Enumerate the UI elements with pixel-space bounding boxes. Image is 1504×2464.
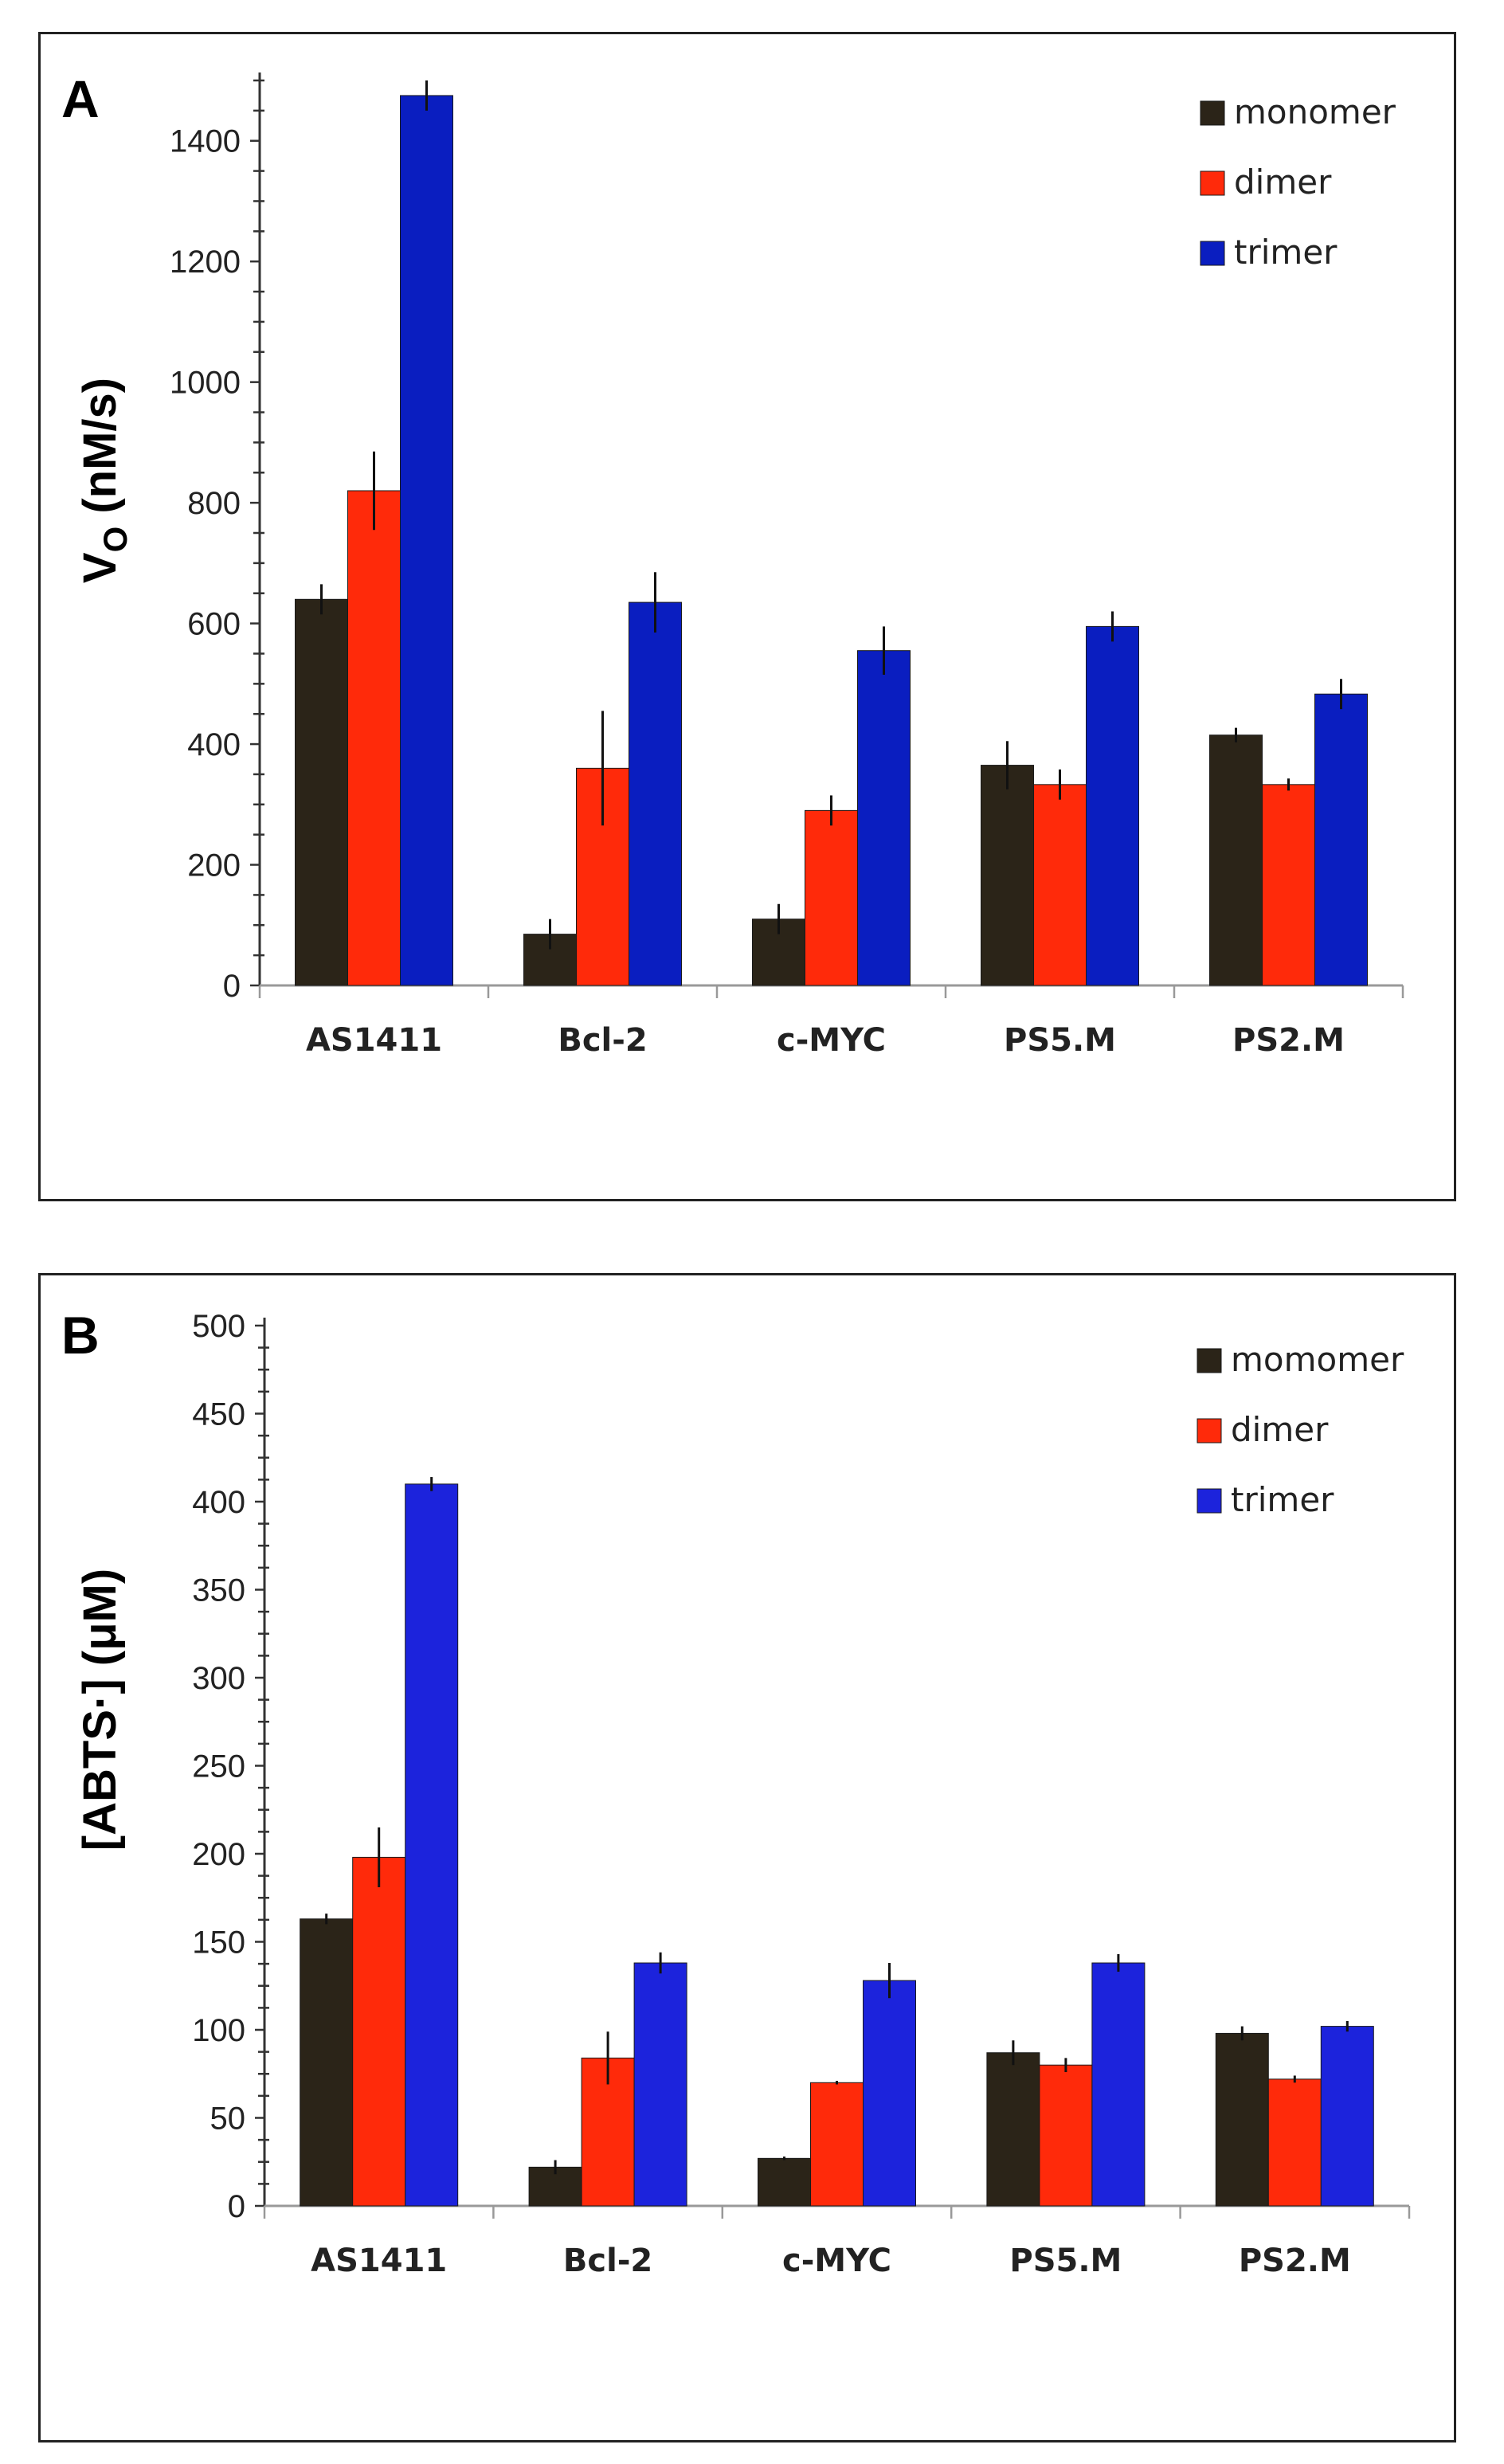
y-axis-label-b: [ABTS·] (μM): [74, 1569, 126, 1851]
bar-trimer-PS2.M: [1320, 2026, 1374, 2207]
bar-monomer-PS2.M: [1209, 734, 1263, 986]
bar-momomer-PS5.M: [986, 2052, 1040, 2207]
legend-swatch-momomer: [1197, 1348, 1222, 1373]
chart-a: A VO (nM/s) 0 200 400 600 800 1000 1200 1400 AS1…: [61, 69, 1404, 1059]
y-tick-label-1: 400: [192, 1485, 245, 1520]
x-category-label-0: AS1411: [306, 1022, 442, 1059]
legend-label-momomer: momomer: [1231, 1340, 1404, 1379]
y-tick-label-1: 350: [192, 1573, 245, 1608]
x-category-label-1: c-MYC: [782, 2243, 891, 2279]
y-tick-label-1: 100: [192, 2013, 245, 2048]
bar-monomer-AS1411: [295, 598, 348, 986]
bar-dimer-PS5.M: [1039, 2064, 1093, 2207]
chart-b: B [ABTS·] (μM) 0 50 100 150 200 250 300 350 400 4…: [61, 1306, 1411, 2279]
bar-trimer-Bcl-2: [629, 601, 682, 986]
bar-momomer-c-MYC: [758, 2157, 811, 2207]
y-tick-label-0: 1200: [170, 245, 241, 280]
bar-monomer-PS5.M: [981, 765, 1034, 986]
y-tick-label-0: 200: [187, 848, 241, 883]
panel-letter-b: B: [61, 1306, 100, 1365]
legend-swatch-trimer: [1197, 1488, 1222, 1514]
y-tick-label-1: 200: [192, 1837, 245, 1872]
legend-swatch-trimer: [1200, 241, 1225, 266]
y-tick-label-0: 600: [187, 607, 241, 642]
y-axis-label-subscript: O: [96, 527, 134, 553]
y-axis-label-rest: (nM/s): [74, 378, 126, 527]
bar-dimer-AS1411: [347, 490, 401, 986]
legend-swatch-dimer: [1197, 1418, 1222, 1444]
legend-label-monomer: monomer: [1234, 92, 1396, 131]
chart-panel-a: A VO (nM/s) 0 200 400 600 800 1000 1200 1400 AS1…: [38, 32, 1456, 1201]
y-tick-label-1: 50: [210, 2102, 246, 2137]
y-tick-label-0: 400: [187, 727, 241, 762]
y-tick-label-1: 500: [192, 1309, 245, 1344]
y-axis-label-main: V: [74, 552, 126, 583]
y-tick-label-0: 800: [187, 486, 241, 521]
x-category-label-0: Bcl-2: [558, 1022, 647, 1059]
legend-swatch-monomer: [1200, 100, 1225, 126]
bar-trimer-PS5.M: [1086, 625, 1139, 986]
bar-trimer-Bcl-2: [633, 1962, 687, 2207]
x-category-label-1: Bcl-2: [563, 2243, 652, 2279]
bar-trimer-AS1411: [405, 1483, 459, 2207]
bar-trimer-c-MYC: [857, 650, 911, 986]
y-tick-label-0: 0: [223, 969, 241, 1004]
bar-dimer-PS2.M: [1262, 784, 1315, 986]
y-axis-label-a: VO (nM/s): [74, 378, 134, 583]
bar-momomer-AS1411: [300, 1918, 354, 2207]
bar-dimer-PS2.M: [1267, 2078, 1322, 2207]
bar-dimer-AS1411: [352, 1856, 406, 2207]
y-tick-label-0: 1000: [170, 366, 241, 401]
x-category-label-0: c-MYC: [777, 1022, 886, 1059]
x-category-label-0: PS2.M: [1232, 1022, 1345, 1059]
y-tick-label-1: 250: [192, 1749, 245, 1784]
y-tick-label-1: 150: [192, 1925, 245, 1961]
x-category-label-1: PS5.M: [1009, 2243, 1122, 2279]
legend-label-dimer: dimer: [1234, 163, 1332, 202]
bar-trimer-c-MYC: [863, 1980, 916, 2207]
bar-trimer-AS1411: [400, 95, 453, 986]
legend-swatch-dimer: [1200, 170, 1225, 196]
bar-trimer-PS2.M: [1314, 693, 1368, 986]
panel-letter-a: A: [61, 69, 100, 128]
y-tick-label-1: 300: [192, 1661, 245, 1696]
legend-label-trimer: trimer: [1231, 1480, 1334, 1519]
x-category-label-1: AS1411: [311, 2243, 447, 2279]
y-tick-label-0: 1400: [170, 124, 241, 159]
bar-momomer-PS2.M: [1215, 2032, 1269, 2207]
x-category-label-0: PS5.M: [1004, 1022, 1116, 1059]
legend-label-trimer: trimer: [1234, 233, 1338, 272]
chart-panel-b: B [ABTS·] (μM) 0 50 100 150 200 250 300 350 400 4…: [38, 1273, 1456, 2442]
bar-trimer-PS5.M: [1091, 1962, 1146, 2207]
legend-label-dimer: dimer: [1231, 1410, 1329, 1449]
x-category-label-1: PS2.M: [1239, 2243, 1351, 2279]
bar-dimer-c-MYC: [805, 809, 858, 986]
y-tick-label-1: 0: [228, 2189, 245, 2224]
bar-dimer-c-MYC: [810, 2082, 864, 2207]
bar-dimer-PS5.M: [1033, 784, 1087, 986]
y-tick-label-1: 450: [192, 1397, 245, 1432]
